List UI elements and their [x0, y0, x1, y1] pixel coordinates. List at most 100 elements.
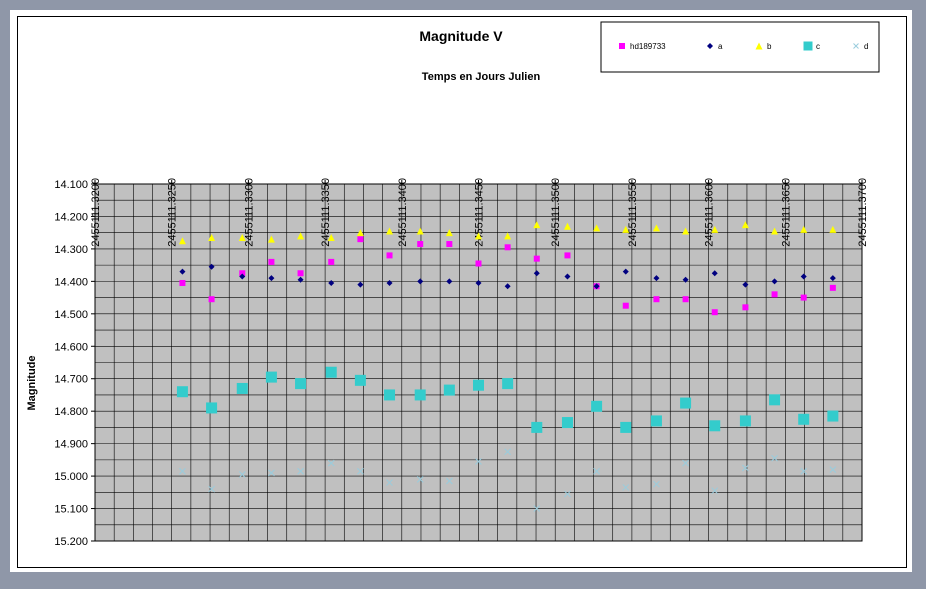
data-point-hd189733: [386, 252, 393, 259]
legend-label-c: c: [816, 42, 820, 51]
data-point-a: [622, 268, 629, 275]
data-point-b: [416, 227, 424, 235]
chart-area: Magnitude V Temps en Jours Julien Magnit…: [17, 16, 907, 568]
data-point-a: [653, 275, 660, 282]
data-point-hd189733: [711, 309, 718, 316]
data-point-c: [827, 410, 839, 422]
x-tick-label: 2455111.3350: [320, 178, 332, 247]
data-point-a: [446, 278, 453, 285]
y-tick-label: 14.600: [54, 341, 88, 353]
series-d: [179, 448, 837, 512]
data-point-b: [829, 225, 837, 233]
x-tick-label: 2455111.3600: [704, 178, 716, 247]
y-tick-label: 14.700: [54, 374, 88, 386]
data-point-hd189733: [742, 304, 749, 311]
series-c: [176, 366, 839, 433]
data-point-c: [739, 415, 751, 427]
data-point-hd189733: [268, 258, 275, 265]
y-tick-label: 14.200: [54, 211, 88, 223]
data-point-a: [742, 281, 749, 288]
data-point-b: [475, 232, 482, 240]
data-point-b: [238, 234, 246, 242]
data-point-d: [771, 454, 778, 462]
series-a: [179, 263, 836, 290]
data-point-a: [829, 275, 836, 282]
data-point-hd189733: [533, 255, 540, 262]
data-point-hd189733: [179, 279, 186, 286]
x-tick-label: 2455111.3650: [780, 178, 792, 247]
data-point-a: [711, 270, 718, 277]
data-point-c: [414, 389, 426, 401]
x-tick-labels: 2455111.3200 2455111.3250 2455111.3300 2455…: [90, 178, 869, 247]
data-point-d: [179, 467, 186, 475]
data-point-a: [208, 263, 215, 270]
data-point-a: [386, 279, 393, 286]
data-point-c: [709, 420, 721, 432]
data-point-d: [711, 487, 719, 495]
data-point-a: [475, 279, 482, 286]
data-point-c: [769, 394, 781, 406]
data-point-b: [208, 234, 216, 242]
data-point-d: [593, 467, 600, 475]
data-point-b: [504, 232, 512, 240]
data-point-d: [268, 469, 275, 477]
x-axis-label: Temps en Jours Julien: [422, 71, 541, 83]
series-hd189733: [179, 236, 836, 316]
chart-outer-frame: Magnitude V Temps en Jours Julien Magnit…: [10, 10, 912, 572]
data-point-a: [179, 268, 186, 275]
data-point-b: [386, 227, 394, 235]
y-tick-label: 14.300: [54, 244, 88, 256]
data-point-hd189733: [564, 252, 571, 259]
legend-marker-d: [853, 43, 859, 49]
data-point-c: [680, 397, 692, 409]
data-point-a: [297, 276, 304, 283]
data-point-hd189733: [239, 270, 246, 277]
data-point-c: [176, 386, 188, 398]
data-point-hd189733: [357, 236, 364, 243]
data-point-b: [771, 227, 779, 235]
legend-box: [600, 21, 880, 73]
data-point-d: [208, 485, 215, 493]
data-point-c: [325, 366, 337, 378]
data-point-d: [327, 459, 335, 467]
data-point-b: [327, 234, 335, 242]
data-point-d: [829, 466, 837, 473]
data-point-c: [295, 378, 307, 390]
data-point-b: [297, 232, 305, 240]
data-point-c: [384, 389, 396, 401]
data-point-hd189733: [682, 296, 689, 303]
data-point-hd189733: [475, 260, 482, 267]
y-tick-label: 15.200: [54, 536, 88, 548]
data-point-b: [533, 221, 541, 229]
y-tick-label: 14.400: [54, 276, 88, 288]
data-point-b: [741, 221, 749, 229]
legend-marker-b: [755, 42, 763, 50]
data-point-c: [561, 417, 573, 429]
data-point-d: [446, 477, 453, 485]
data-point-b: [178, 237, 186, 245]
legend-label-a: a: [718, 42, 723, 51]
y-tick-label: 14.800: [54, 406, 88, 418]
data-point-a: [504, 283, 511, 290]
x-tick-label: 2455111.3300: [243, 178, 255, 247]
data-point-d: [742, 464, 749, 472]
data-point-hd189733: [829, 284, 836, 291]
data-point-b: [682, 227, 690, 235]
y-tick-label: 14.500: [54, 309, 88, 321]
data-point-hd189733: [771, 291, 778, 298]
legend-label-d: d: [864, 42, 868, 51]
data-point-b: [652, 224, 660, 232]
y-tick-labels: 14.100 14.200 14.300 14.400 14.500 14.600 14.7…: [54, 179, 95, 548]
data-point-hd189733: [504, 244, 511, 251]
data-point-b: [356, 229, 364, 237]
data-point-c: [620, 421, 632, 433]
data-point-c: [650, 415, 662, 427]
data-point-a: [682, 276, 689, 283]
legend-label-hd189733: hd189733: [630, 42, 666, 51]
data-points: [176, 221, 839, 512]
data-point-b: [622, 225, 630, 233]
data-point-d: [416, 475, 424, 483]
x-tick-label: 2455111.3700: [857, 178, 869, 247]
data-point-d: [357, 467, 364, 475]
data-point-d: [297, 467, 304, 475]
